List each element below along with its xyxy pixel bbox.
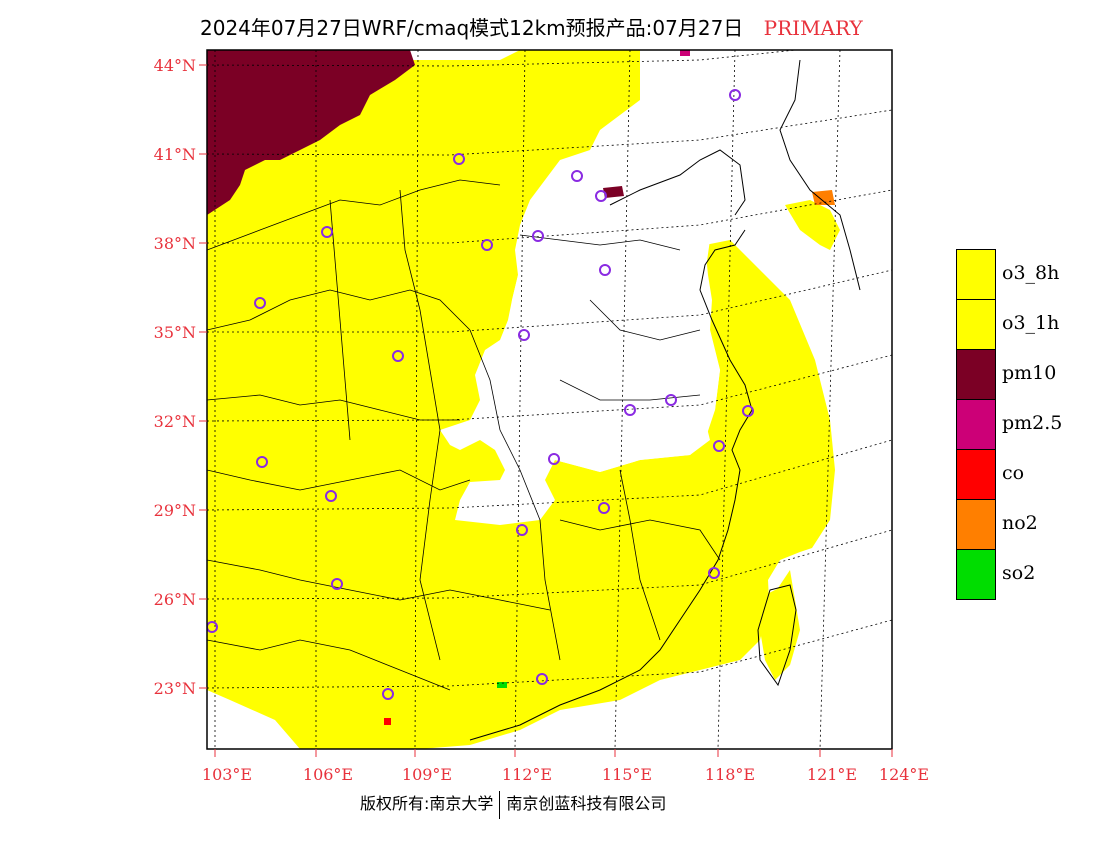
- lon-label: 103°E: [201, 765, 253, 784]
- station-marker: [331, 578, 343, 590]
- station-marker: [254, 297, 266, 309]
- station-marker: [571, 170, 583, 182]
- lat-label: 23°N: [153, 679, 196, 698]
- lat-label: 41°N: [153, 145, 196, 164]
- coastline-east: [469, 229, 753, 741]
- co-spot-south: [384, 718, 391, 725]
- lat-label: 35°N: [153, 323, 196, 342]
- footer-divider: [499, 790, 501, 819]
- legend-swatch: [956, 399, 996, 450]
- station-marker: [392, 350, 404, 362]
- map-area: [207, 50, 892, 749]
- pm10-region-northwest: [207, 50, 415, 215]
- legend-label: o3_1h: [1002, 312, 1060, 334]
- legend-swatch: [956, 349, 996, 400]
- station-marker: [598, 502, 610, 514]
- station-marker: [548, 453, 560, 465]
- lat-label: 38°N: [153, 234, 196, 253]
- station-marker: [518, 329, 530, 341]
- legend-label: co: [1002, 462, 1025, 484]
- map-title-text: 2024年07月27日WRF/cmaq模式12km预报产品:07月27日: [200, 16, 744, 40]
- lat-label: 26°N: [153, 590, 196, 609]
- station-marker: [325, 490, 337, 502]
- lat-label: 32°N: [153, 412, 196, 431]
- o3-region-west: [207, 50, 835, 749]
- station-marker: [321, 226, 333, 238]
- coastline-taiwan: [757, 584, 797, 687]
- station-marker: [382, 688, 394, 700]
- no2-spot-korea: [812, 190, 835, 205]
- station-marker: [481, 239, 493, 251]
- lon-label: 115°E: [601, 765, 653, 784]
- legend-label: so2: [1002, 562, 1036, 584]
- coastline-korea: [779, 59, 861, 291]
- o3-region-taiwan: [760, 585, 800, 680]
- map-frame: [206, 49, 893, 750]
- lon-label: 124°E: [878, 765, 930, 784]
- copyright-footer: 版权所有:南京大学 南京创蓝科技有限公司: [360, 790, 666, 819]
- pm25-spot-north: [680, 50, 690, 56]
- legend-swatch: [956, 299, 996, 350]
- station-marker: [624, 404, 636, 416]
- station-marker: [453, 153, 465, 165]
- copyright-right: 南京创蓝科技有限公司: [506, 794, 667, 813]
- primary-tag: PRIMARY: [763, 16, 863, 40]
- lon-label: 112°E: [501, 765, 553, 784]
- tick-marks: [199, 64, 893, 757]
- legend-swatch: [956, 549, 996, 600]
- station-marker: [207, 621, 218, 633]
- copyright-left: 版权所有:南京大学: [360, 794, 494, 813]
- legend-swatch: [956, 249, 996, 300]
- station-marker: [599, 264, 611, 276]
- lat-label: 29°N: [153, 501, 196, 520]
- pm10-spot-hebei: [603, 186, 624, 198]
- so2-spot-south: [497, 682, 507, 688]
- station-marker: [532, 230, 544, 242]
- station-marker: [595, 190, 607, 202]
- legend-label: o3_8h: [1002, 262, 1060, 284]
- station-marker: [536, 673, 548, 685]
- legend-swatch: [956, 449, 996, 500]
- station-marker: [729, 89, 741, 101]
- legend-label: pm2.5: [1002, 412, 1063, 434]
- o3-region-north-sea: [785, 200, 840, 250]
- clean-region-north-plain: [495, 145, 720, 472]
- map-title: 2024年07月27日WRF/cmaq模式12km预报产品:07月27日 PRI…: [200, 12, 863, 41]
- station-marker: [516, 524, 528, 536]
- lat-label: 44°N: [153, 56, 196, 75]
- legend-label: no2: [1002, 512, 1038, 534]
- legend-label: pm10: [1002, 362, 1057, 384]
- station-marker: [708, 567, 720, 579]
- legend-swatch: [956, 499, 996, 550]
- station-marker: [742, 405, 754, 417]
- lon-label: 121°E: [806, 765, 858, 784]
- station-markers: [207, 89, 754, 700]
- station-marker: [713, 440, 725, 452]
- station-marker: [665, 394, 677, 406]
- station-marker: [256, 456, 268, 468]
- province-boundaries: [207, 179, 721, 691]
- lon-label: 106°E: [302, 765, 354, 784]
- lon-label: 118°E: [704, 765, 756, 784]
- graticule: [207, 50, 892, 749]
- lon-label: 109°E: [401, 765, 453, 784]
- coastline-bohai: [609, 149, 746, 216]
